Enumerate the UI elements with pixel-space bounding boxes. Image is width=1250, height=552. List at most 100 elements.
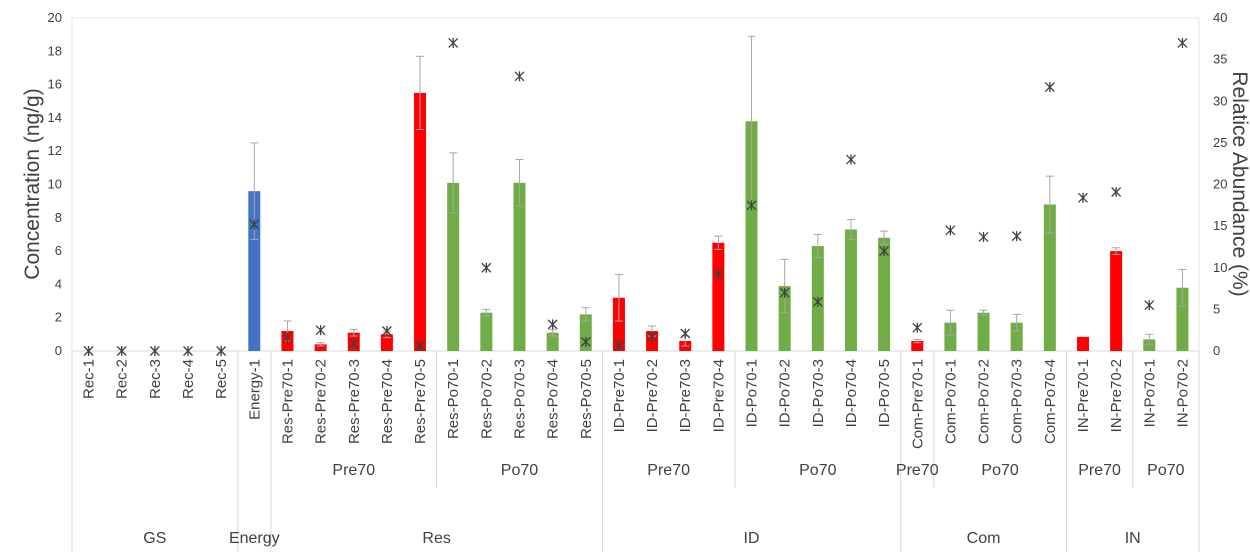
marker-point — [812, 296, 823, 307]
category-label: ID-Po70-4 — [843, 359, 860, 427]
marker-point — [481, 262, 492, 273]
y-tick-label: 16 — [48, 77, 62, 92]
y2-tick-label: 5 — [1213, 301, 1220, 316]
category-label: Res-Pre70-1 — [279, 359, 296, 444]
category-label: ID-Pre70-3 — [677, 359, 694, 432]
category-label: Com-Po70-1 — [942, 359, 959, 444]
category-label: Com-Po70-4 — [1042, 359, 1059, 444]
marker-point — [978, 231, 989, 242]
category-label: Res-Po70-5 — [578, 359, 595, 439]
bar — [1043, 204, 1056, 351]
bar — [314, 344, 327, 351]
bar — [579, 314, 592, 351]
category-label: Com-Po70-2 — [976, 359, 993, 444]
category-label: Res-Pre70-5 — [412, 359, 429, 444]
group-label: Com — [967, 530, 1001, 547]
category-label: ID-Pre70-1 — [611, 359, 628, 432]
y-axis-ticks: 0 2 4 6 8 10 12 14 16 18 20 — [48, 10, 62, 358]
y2-tick-label: 25 — [1213, 135, 1227, 150]
category-label: Res-Po70-3 — [511, 359, 528, 439]
subgroup-label: Po70 — [1147, 462, 1184, 479]
category-label: Rec-4 — [180, 359, 197, 399]
bar — [546, 332, 559, 351]
category-label: Res-Pre70-3 — [346, 359, 363, 444]
y-tick-label: 14 — [48, 110, 62, 125]
marker-point — [912, 322, 923, 333]
bar — [480, 312, 493, 351]
marker-point — [647, 331, 658, 342]
marker-point — [580, 336, 591, 347]
y2-tick-label: 35 — [1213, 52, 1227, 67]
y-axis-title: Concentration (ng/g) — [21, 88, 44, 279]
marker-point — [183, 346, 193, 356]
y2-tick-label: 20 — [1213, 177, 1227, 192]
category-label: Rec-3 — [147, 359, 164, 399]
category-label: ID-Pre70-2 — [644, 359, 661, 432]
marker-point — [680, 328, 691, 339]
y-tick-label: 20 — [48, 10, 62, 25]
category-label: Res-Po70-2 — [478, 359, 495, 439]
bar — [1143, 339, 1156, 351]
category-label: Res-Pre70-2 — [313, 359, 330, 444]
marker-point — [746, 200, 757, 211]
marker-point — [1177, 37, 1188, 48]
group-label: Energy — [229, 530, 280, 547]
y2-tick-label: 30 — [1213, 93, 1227, 108]
category-label: Energy-1 — [246, 359, 263, 420]
marker-point — [879, 246, 890, 257]
group-label: Res — [422, 530, 450, 547]
category-axis: Rec-1 Rec-2 Rec-3 Rec-4 Rec-5 Energy-1 Res-Pre… — [71, 351, 1200, 552]
subgroup-label: Pre70 — [1078, 462, 1121, 479]
marker-point — [713, 269, 724, 280]
category-label: ID-Po70-3 — [810, 359, 827, 427]
subgroup-label: Po70 — [501, 462, 538, 479]
y2-tick-label: 15 — [1213, 218, 1227, 233]
marker-point — [1011, 231, 1022, 242]
marker-point — [845, 154, 856, 165]
bar — [878, 237, 891, 351]
marker-point — [945, 225, 956, 236]
y2-axis-title: Relatice Abundance (%) — [1228, 71, 1250, 296]
y-tick-label: 8 — [55, 210, 62, 225]
y-tick-label: 18 — [48, 43, 62, 58]
bar — [612, 297, 625, 351]
marker-series — [83, 37, 1188, 356]
y-tick-label: 12 — [48, 143, 62, 158]
marker-point — [547, 319, 558, 330]
category-label: IN-Pre70-2 — [1108, 359, 1125, 432]
category-label: Res-Po70-1 — [445, 359, 462, 439]
y-tick-label: 4 — [55, 276, 62, 291]
y2-tick-label: 40 — [1213, 10, 1227, 25]
marker-point — [779, 287, 790, 298]
marker-point — [415, 341, 426, 352]
bar — [911, 341, 924, 351]
marker-point — [613, 340, 624, 351]
marker-point — [514, 71, 525, 82]
subgroup-label: Po70 — [981, 462, 1018, 479]
marker-point — [1078, 192, 1088, 203]
marker-point — [348, 338, 359, 349]
bar — [1076, 336, 1089, 351]
bar — [778, 286, 791, 351]
group-label: ID — [744, 530, 760, 547]
bar — [380, 334, 393, 351]
y-tick-label: 0 — [55, 343, 62, 358]
bar — [944, 322, 957, 351]
y-tick-label: 2 — [55, 310, 62, 325]
marker-point — [282, 332, 293, 343]
group-label: IN — [1125, 530, 1141, 547]
bar — [513, 182, 526, 351]
marker-point — [1111, 186, 1122, 197]
bar — [977, 312, 990, 351]
bar — [447, 182, 460, 351]
marker-point — [315, 325, 326, 336]
category-label: Rec-2 — [114, 359, 131, 399]
bar — [1110, 251, 1123, 351]
marker-point — [149, 346, 160, 356]
subgroup-label: Pre70 — [647, 462, 690, 479]
subgroup-label: Pre70 — [896, 462, 939, 479]
bar — [414, 92, 427, 352]
subgroup-label: Pre70 — [332, 462, 375, 479]
category-label: IN-Po70-2 — [1174, 359, 1191, 427]
